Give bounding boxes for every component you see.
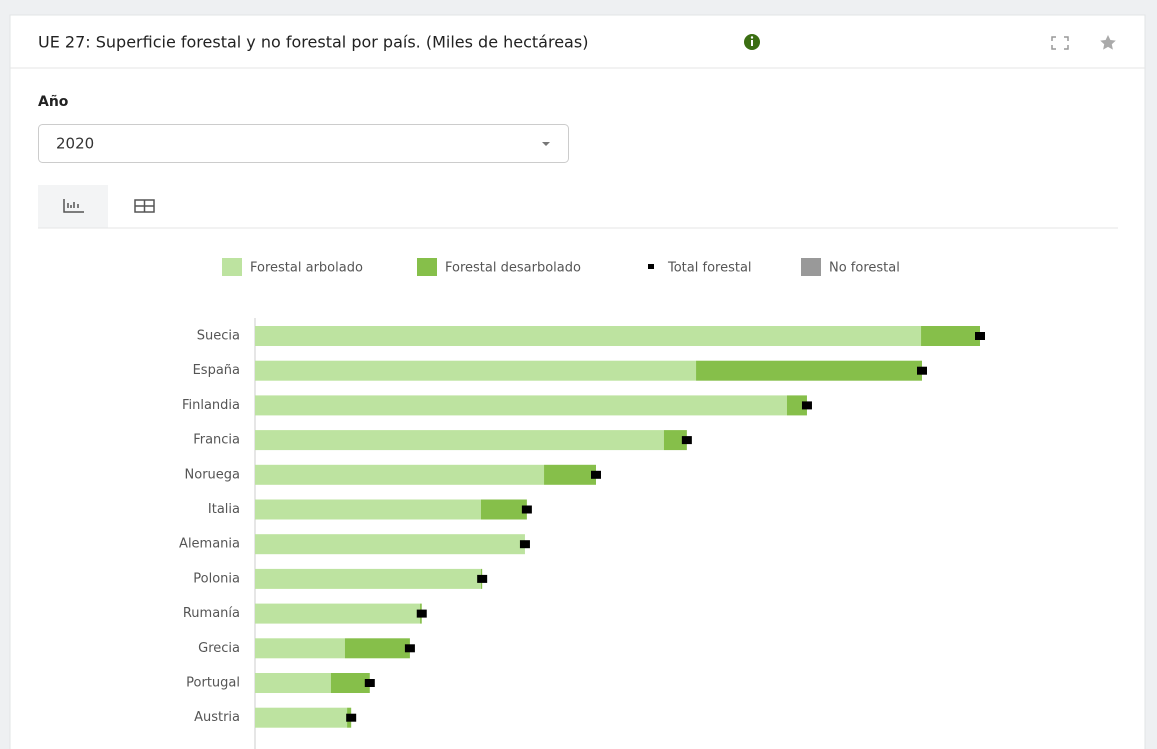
total-marker (917, 366, 927, 375)
category-label: Polonia (193, 571, 240, 586)
category-label: Rumanía (183, 606, 240, 621)
legend-swatch (417, 258, 437, 276)
bar-segment (255, 673, 331, 693)
bar-segment (786, 395, 807, 416)
category-label: Austria (194, 710, 240, 725)
bar-segment (330, 673, 370, 693)
bar-segment (255, 603, 421, 624)
bar-segment (663, 430, 687, 451)
bar-segment (480, 499, 527, 520)
bar-segment (255, 707, 348, 728)
category-label: Portugal (186, 676, 240, 691)
total-marker (519, 540, 530, 549)
bar-segment (544, 464, 596, 485)
category-label: Noruega (185, 467, 240, 482)
legend-label: Total forestal (667, 261, 752, 276)
legend-swatch (801, 258, 821, 276)
bar-segment (255, 638, 345, 659)
total-marker (801, 401, 812, 410)
bar-segment (344, 638, 410, 659)
chart-tab[interactable] (38, 185, 108, 228)
fullscreen-icon[interactable] (1051, 36, 1069, 50)
bar-segment (255, 430, 664, 451)
category-label: Grecia (198, 641, 240, 656)
bar-segment (255, 395, 787, 416)
bar-segment (255, 360, 697, 381)
category-label: España (193, 363, 240, 378)
legend-label: Forestal desarbolado (445, 261, 581, 276)
filter-label: Año (38, 94, 69, 110)
bar-segment (696, 360, 922, 381)
category-label: Finlandia (182, 398, 240, 413)
bar-segment (255, 534, 525, 555)
legend-swatch (222, 258, 242, 276)
total-marker (364, 679, 375, 687)
total-marker (477, 574, 488, 583)
card-title: UE 27: Superficie forestal y no forestal… (38, 33, 588, 52)
chart-icon (63, 199, 84, 213)
year-select[interactable]: 2020 (38, 124, 569, 163)
favorite-icon[interactable] (1100, 35, 1116, 50)
table-tab[interactable] (134, 199, 155, 213)
legend-swatch (648, 264, 654, 269)
category-label: Suecia (197, 329, 240, 344)
category-label: Italia (208, 502, 240, 517)
total-marker (416, 609, 427, 618)
legend-label: Forestal arbolado (250, 261, 363, 276)
legend-label: No forestal (829, 261, 900, 276)
total-marker (975, 332, 985, 340)
bar-segment (255, 464, 545, 485)
info-icon[interactable] (744, 34, 760, 50)
bar-segment (255, 326, 922, 346)
total-marker (346, 713, 357, 722)
select-value: 2020 (56, 135, 94, 153)
total-marker (521, 505, 532, 514)
bar-segment (921, 326, 980, 346)
bar-segment (255, 568, 481, 589)
total-marker (590, 470, 601, 479)
category-label: Alemania (179, 537, 240, 552)
category-label: Francia (193, 433, 240, 448)
bar-segment (255, 499, 481, 520)
total-marker (404, 644, 415, 653)
total-marker (681, 436, 692, 445)
